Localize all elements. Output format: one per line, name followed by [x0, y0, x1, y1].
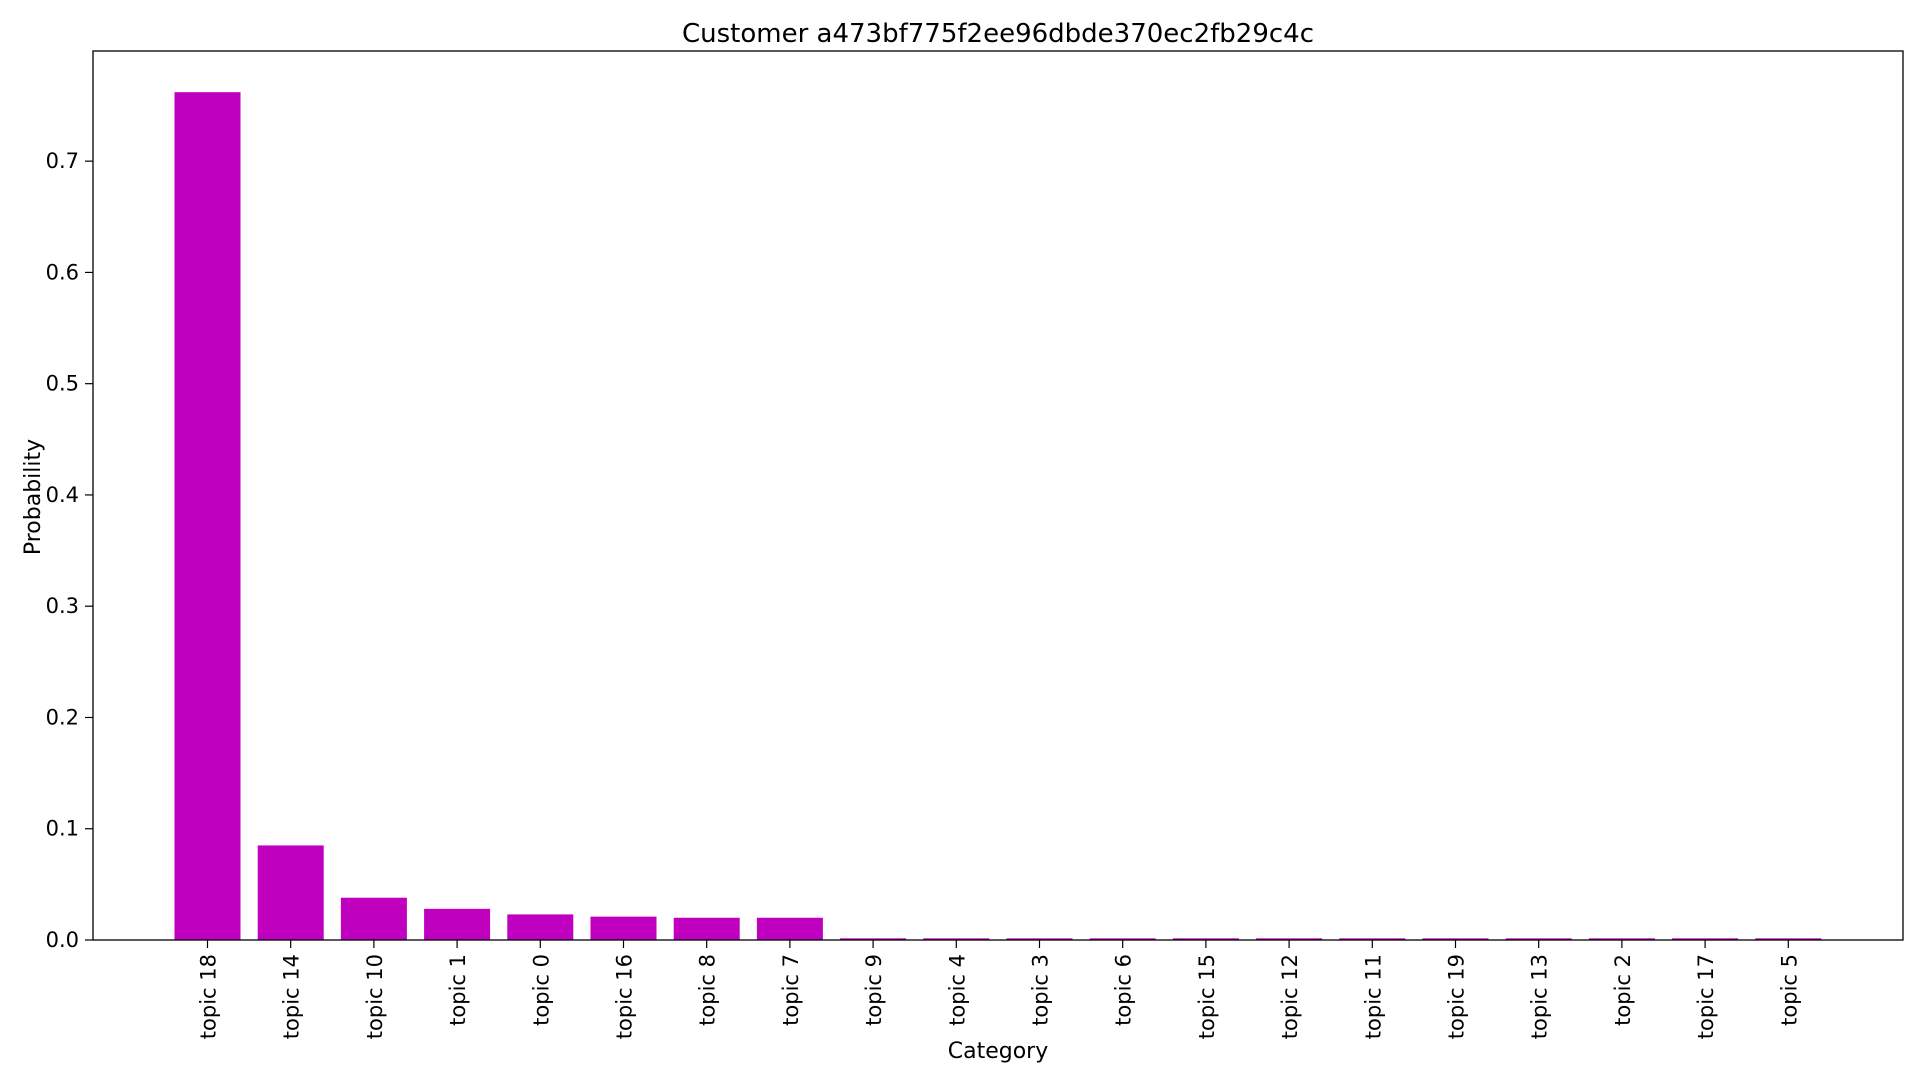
x-tick-label: topic 0: [529, 954, 553, 1026]
y-tick-label: 0.3: [46, 594, 79, 618]
bar: [756, 917, 823, 940]
bar: [1339, 938, 1406, 940]
bar: [673, 917, 740, 940]
x-tick-label: topic 15: [1195, 954, 1219, 1039]
x-tick-label: topic 18: [197, 954, 221, 1039]
x-tick-label: topic 13: [1528, 954, 1552, 1039]
x-tick-label: topic 1: [446, 954, 470, 1026]
y-tick-label: 0.6: [46, 260, 79, 284]
x-tick-label: topic 19: [1445, 954, 1469, 1039]
bar: [340, 897, 407, 940]
y-tick-label: 0.1: [46, 817, 79, 841]
x-tick-label: topic 3: [1029, 954, 1053, 1026]
chart-title: Customer a473bf775f2ee96dbde370ec2fb29c4…: [682, 19, 1314, 49]
x-tick-label: topic 10: [363, 954, 387, 1039]
bar: [1588, 938, 1655, 940]
bar: [1172, 938, 1239, 940]
x-axis-label: Category: [948, 1039, 1049, 1064]
bar: [1505, 938, 1572, 940]
x-tick-label: topic 16: [613, 954, 637, 1039]
bar: [424, 908, 491, 940]
bar: [1422, 938, 1489, 940]
x-tick-label: topic 6: [1112, 954, 1136, 1026]
x-tick-label: topic 2: [1611, 954, 1635, 1026]
bar: [1089, 938, 1156, 940]
bar: [923, 938, 990, 940]
bar: [1256, 938, 1323, 940]
y-axis-label: Probability: [21, 439, 46, 555]
bars-group: [174, 92, 1822, 941]
bar: [257, 845, 324, 940]
y-tick-label: 0.4: [46, 483, 79, 507]
plot-frame: [92, 50, 1904, 941]
x-tick-label: topic 4: [945, 954, 969, 1026]
x-axis: topic 18 topic 14 topic 10 topic 1 topic 0 to…: [197, 940, 1801, 1039]
bar: [1006, 938, 1073, 940]
x-tick-label: topic 5: [1777, 954, 1801, 1026]
x-tick-label: topic 11: [1361, 954, 1385, 1039]
y-tick-label: 0.7: [46, 149, 79, 173]
y-tick-label: 0.0: [46, 928, 79, 952]
x-tick-label: topic 12: [1278, 954, 1302, 1039]
bar: [590, 916, 657, 940]
x-tick-label: topic 17: [1694, 954, 1718, 1039]
x-tick-label: topic 7: [779, 954, 803, 1026]
y-axis: 0.0 0.1 0.2 0.3 0.4 0.5 0.6 0.7: [46, 149, 93, 952]
y-tick-label: 0.2: [46, 705, 79, 729]
bar: [840, 938, 907, 940]
bar: [1672, 938, 1739, 940]
x-tick-label: topic 14: [280, 954, 304, 1039]
bar: [507, 914, 574, 940]
bar: [174, 92, 241, 941]
bar: [1755, 938, 1822, 940]
y-tick-label: 0.5: [46, 372, 79, 396]
x-tick-label: topic 8: [696, 954, 720, 1026]
x-tick-label: topic 9: [862, 954, 886, 1026]
